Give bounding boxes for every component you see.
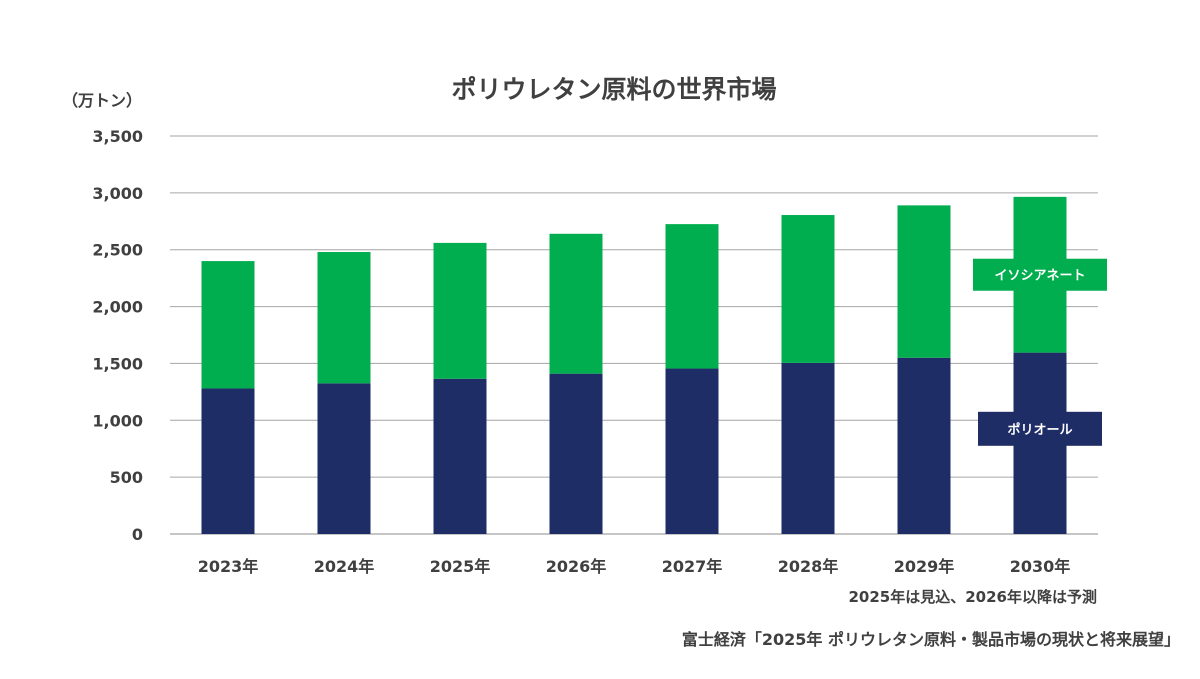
bar-isocyanate [897, 205, 951, 358]
source-citation: 富士経済「2025年 ポリウレタン原料・製品市場の現状と将来展望」 [682, 630, 1180, 649]
y-tick-label: 0 [132, 525, 143, 544]
x-tick-label: 2030年 [1010, 557, 1071, 576]
x-tick-label: 2026年 [546, 557, 607, 576]
forecast-note: 2025年は見込、2026年以降は予測 [849, 588, 1098, 606]
series-label-polyol: ポリオール [1007, 422, 1072, 438]
bars [201, 196, 1067, 534]
bar-polyol [549, 373, 603, 534]
bar-polyol [317, 383, 371, 534]
x-tick-label: 2028年 [778, 557, 839, 576]
y-tick-label: 3,500 [92, 127, 143, 146]
series-label-isocyanate: イソシアネート [994, 269, 1085, 284]
y-tick-label: 500 [110, 468, 143, 487]
series-label-box-isocyanate [973, 258, 1107, 291]
tick-labels: 0 500 1,000 1,500 2,000 2,500 3,000 3,500 2023年 2… [92, 127, 1070, 576]
series-labels: ポリオール イソシアネート [973, 258, 1107, 446]
bar-polyol [897, 357, 951, 534]
y-tick-label: 2,000 [92, 298, 143, 317]
x-tick-label: 2025年 [430, 557, 491, 576]
bar-polyol [201, 388, 255, 534]
bar-isocyanate [549, 233, 603, 374]
bar-polyol [665, 368, 719, 534]
y-tick-label: 2,500 [92, 241, 143, 260]
bar-polyol [781, 362, 835, 534]
bar-isocyanate [317, 251, 371, 384]
bar-isocyanate [201, 261, 255, 389]
y-tick-label: 3,000 [92, 184, 143, 203]
gridlines [170, 135, 1098, 535]
y-axis-unit: （万トン） [62, 91, 142, 110]
y-tick-label: 1,500 [92, 354, 143, 373]
x-tick-label: 2029年 [894, 557, 955, 576]
x-tick-label: 2023年 [198, 557, 259, 576]
x-tick-label: 2024年 [314, 557, 375, 576]
bar-isocyanate [433, 242, 487, 379]
bar-isocyanate [665, 224, 719, 369]
bar-polyol [433, 378, 487, 534]
series-label-box-polyol [978, 411, 1102, 446]
x-tick-label: 2027年 [662, 557, 723, 576]
y-tick-label: 1,000 [92, 411, 143, 430]
chart-title: ポリウレタン原料の世界市場 [451, 75, 776, 104]
bar-isocyanate [781, 215, 835, 363]
